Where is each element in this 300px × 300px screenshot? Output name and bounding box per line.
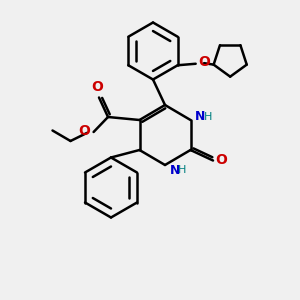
Text: H: H — [203, 112, 212, 122]
Text: O: O — [215, 154, 227, 167]
Text: H: H — [178, 165, 186, 176]
Text: O: O — [78, 124, 90, 138]
Text: O: O — [199, 55, 211, 69]
Text: O: O — [92, 80, 104, 94]
Text: N: N — [195, 110, 206, 124]
Text: N: N — [169, 164, 180, 177]
